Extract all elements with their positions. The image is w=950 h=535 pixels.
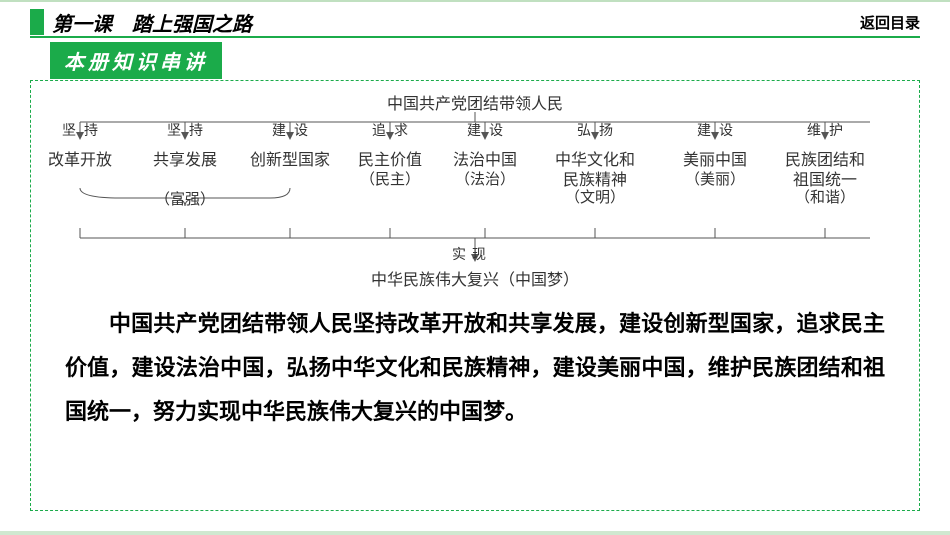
branch-sub: （文明） bbox=[565, 186, 625, 207]
branch-action: 追求 bbox=[372, 120, 416, 140]
branch-content: 创新型国家 bbox=[245, 146, 335, 170]
header-bar: 第一课 踏上强国之路 返回目录 bbox=[30, 8, 920, 36]
diagram-root: 中国共产党团结带领人民 bbox=[50, 90, 900, 114]
arrow-label: 实现 bbox=[452, 244, 492, 264]
branch-content: 共享发展 bbox=[140, 146, 230, 170]
branch-sub: （法治） bbox=[455, 168, 515, 189]
lesson-title: 第一课 踏上强国之路 bbox=[52, 8, 252, 37]
branch-action: 维护 bbox=[807, 120, 851, 140]
branch-action: 建设 bbox=[272, 120, 316, 140]
diagram-result: 中华民族伟大复兴（中国梦） bbox=[50, 266, 900, 290]
branch-content: 民主价值 bbox=[345, 146, 435, 170]
concept-diagram: 中国共产党团结带领人民 坚持改革开放坚持共享发展（富强）建设创新型国家 bbox=[50, 88, 900, 288]
header-accent bbox=[30, 9, 44, 35]
page-root: 第一课 踏上强国之路 返回目录 本册知识串讲 中国共产党团结带领人民 bbox=[0, 0, 950, 535]
branch-action: 建设 bbox=[467, 120, 511, 140]
branch-sub: （富强） bbox=[155, 188, 215, 209]
branch-content: 法治中国 bbox=[440, 146, 530, 170]
branch-action: 坚持 bbox=[167, 120, 211, 140]
summary-paragraph: 中国共产党团结带领人民坚持改革开放和共享发展，建设创新型国家，追求民主价值，建设… bbox=[65, 302, 885, 434]
section-tag: 本册知识串讲 bbox=[50, 42, 222, 79]
branch-action: 建设 bbox=[697, 120, 741, 140]
branch-sub: （美丽） bbox=[685, 168, 745, 189]
branch-sub: （和谐） bbox=[795, 186, 855, 207]
branch-sub: （民主） bbox=[360, 168, 420, 189]
branch-action: 弘扬 bbox=[577, 120, 621, 140]
return-link[interactable]: 返回目录 bbox=[860, 12, 920, 33]
header-underline bbox=[30, 36, 920, 38]
branch-content: 改革开放 bbox=[35, 146, 125, 170]
branch-content: 美丽中国 bbox=[670, 146, 760, 170]
branch-action: 坚持 bbox=[62, 120, 106, 140]
